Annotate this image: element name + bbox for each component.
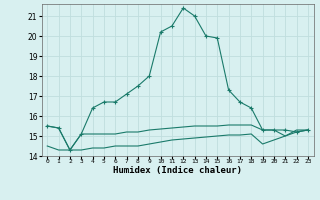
X-axis label: Humidex (Indice chaleur): Humidex (Indice chaleur) bbox=[113, 166, 242, 175]
